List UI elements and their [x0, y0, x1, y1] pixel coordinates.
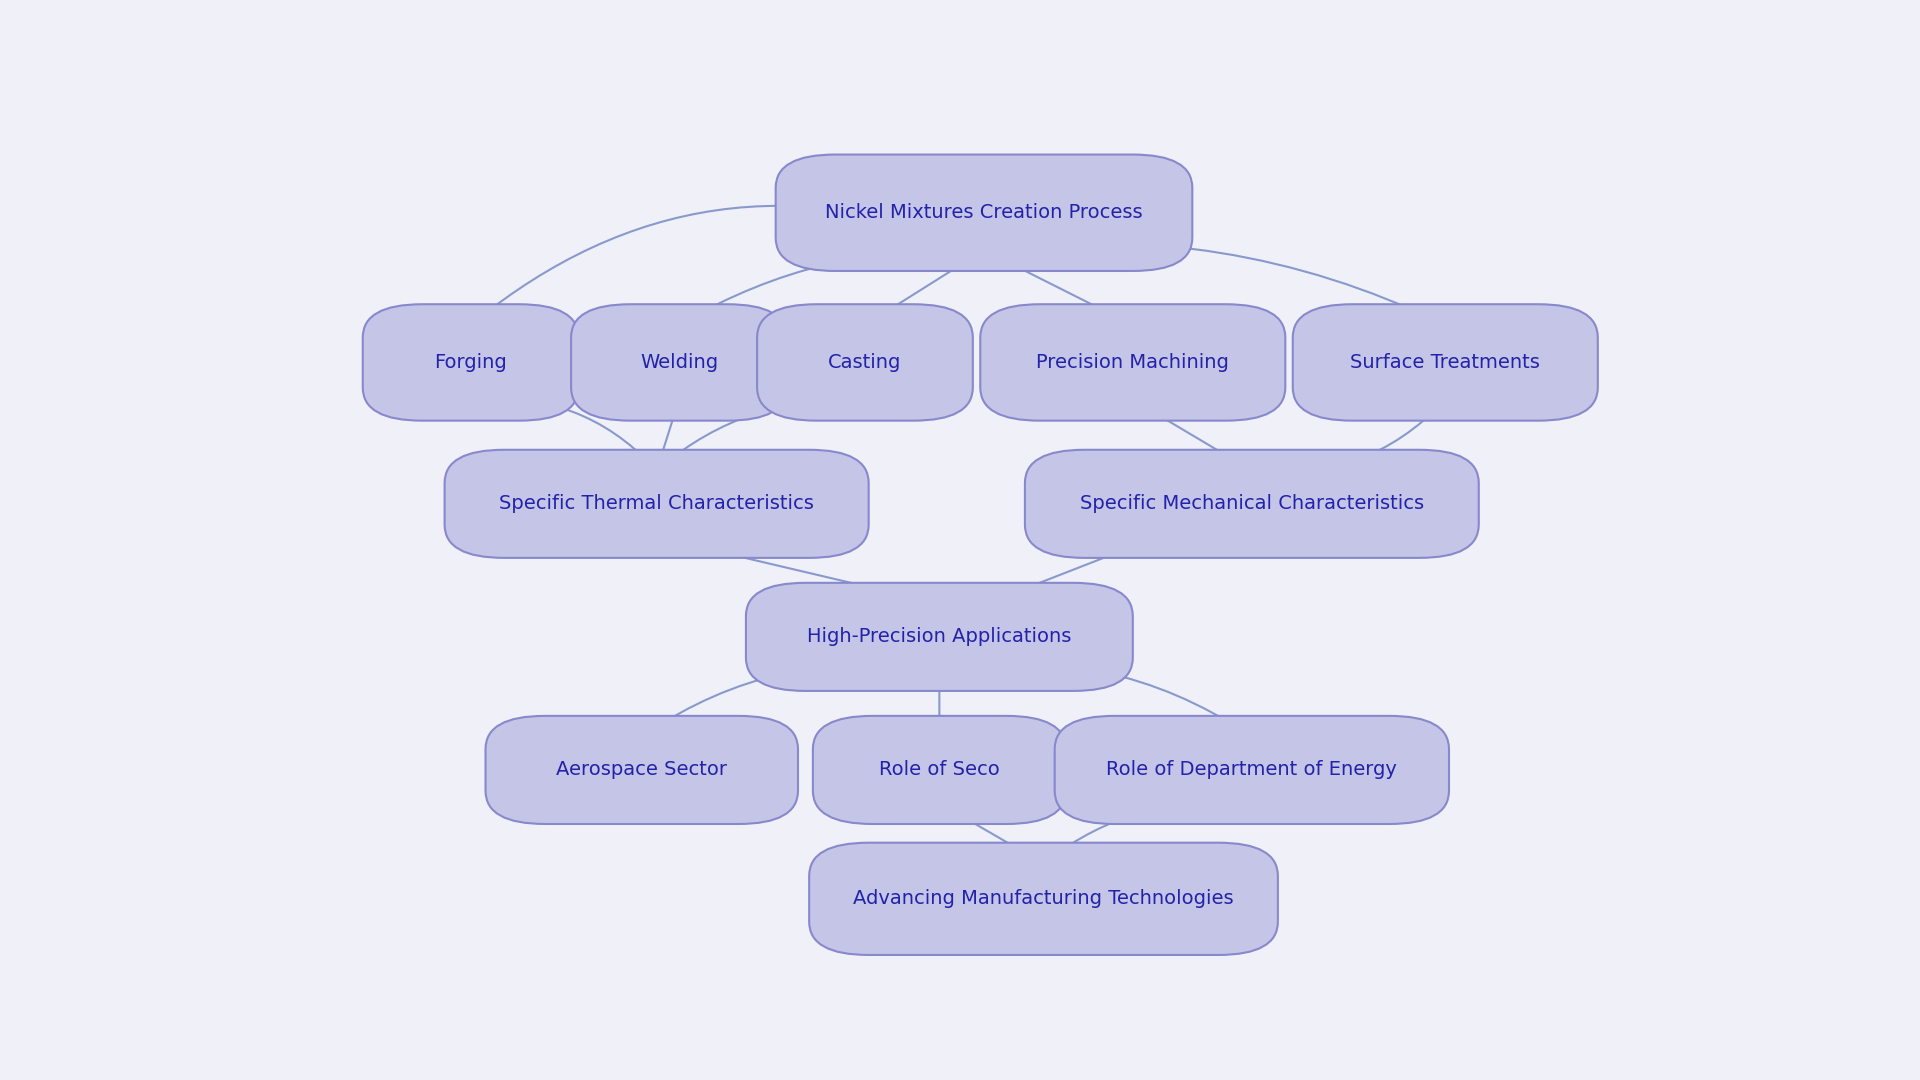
FancyBboxPatch shape — [981, 305, 1284, 421]
Text: Surface Treatments: Surface Treatments — [1350, 353, 1540, 372]
Text: Advancing Manufacturing Technologies: Advancing Manufacturing Technologies — [852, 889, 1235, 908]
Text: Aerospace Sector: Aerospace Sector — [557, 760, 728, 780]
FancyBboxPatch shape — [363, 305, 578, 421]
FancyBboxPatch shape — [808, 842, 1279, 955]
FancyBboxPatch shape — [570, 305, 787, 421]
FancyBboxPatch shape — [812, 716, 1066, 824]
FancyBboxPatch shape — [776, 154, 1192, 271]
FancyBboxPatch shape — [1292, 305, 1597, 421]
Text: Casting: Casting — [828, 353, 902, 372]
Text: Welding: Welding — [639, 353, 718, 372]
Text: Role of Seco: Role of Seco — [879, 760, 1000, 780]
FancyBboxPatch shape — [756, 305, 973, 421]
FancyBboxPatch shape — [445, 449, 868, 558]
Text: Role of Department of Energy: Role of Department of Energy — [1106, 760, 1398, 780]
Text: Precision Machining: Precision Machining — [1037, 353, 1229, 372]
FancyBboxPatch shape — [486, 716, 799, 824]
FancyBboxPatch shape — [745, 583, 1133, 691]
Text: Specific Thermal Characteristics: Specific Thermal Characteristics — [499, 495, 814, 513]
Text: Forging: Forging — [434, 353, 507, 372]
FancyBboxPatch shape — [1054, 716, 1450, 824]
Text: Specific Mechanical Characteristics: Specific Mechanical Characteristics — [1079, 495, 1425, 513]
FancyBboxPatch shape — [1025, 449, 1478, 558]
Text: High-Precision Applications: High-Precision Applications — [806, 627, 1071, 646]
Text: Nickel Mixtures Creation Process: Nickel Mixtures Creation Process — [826, 203, 1142, 222]
